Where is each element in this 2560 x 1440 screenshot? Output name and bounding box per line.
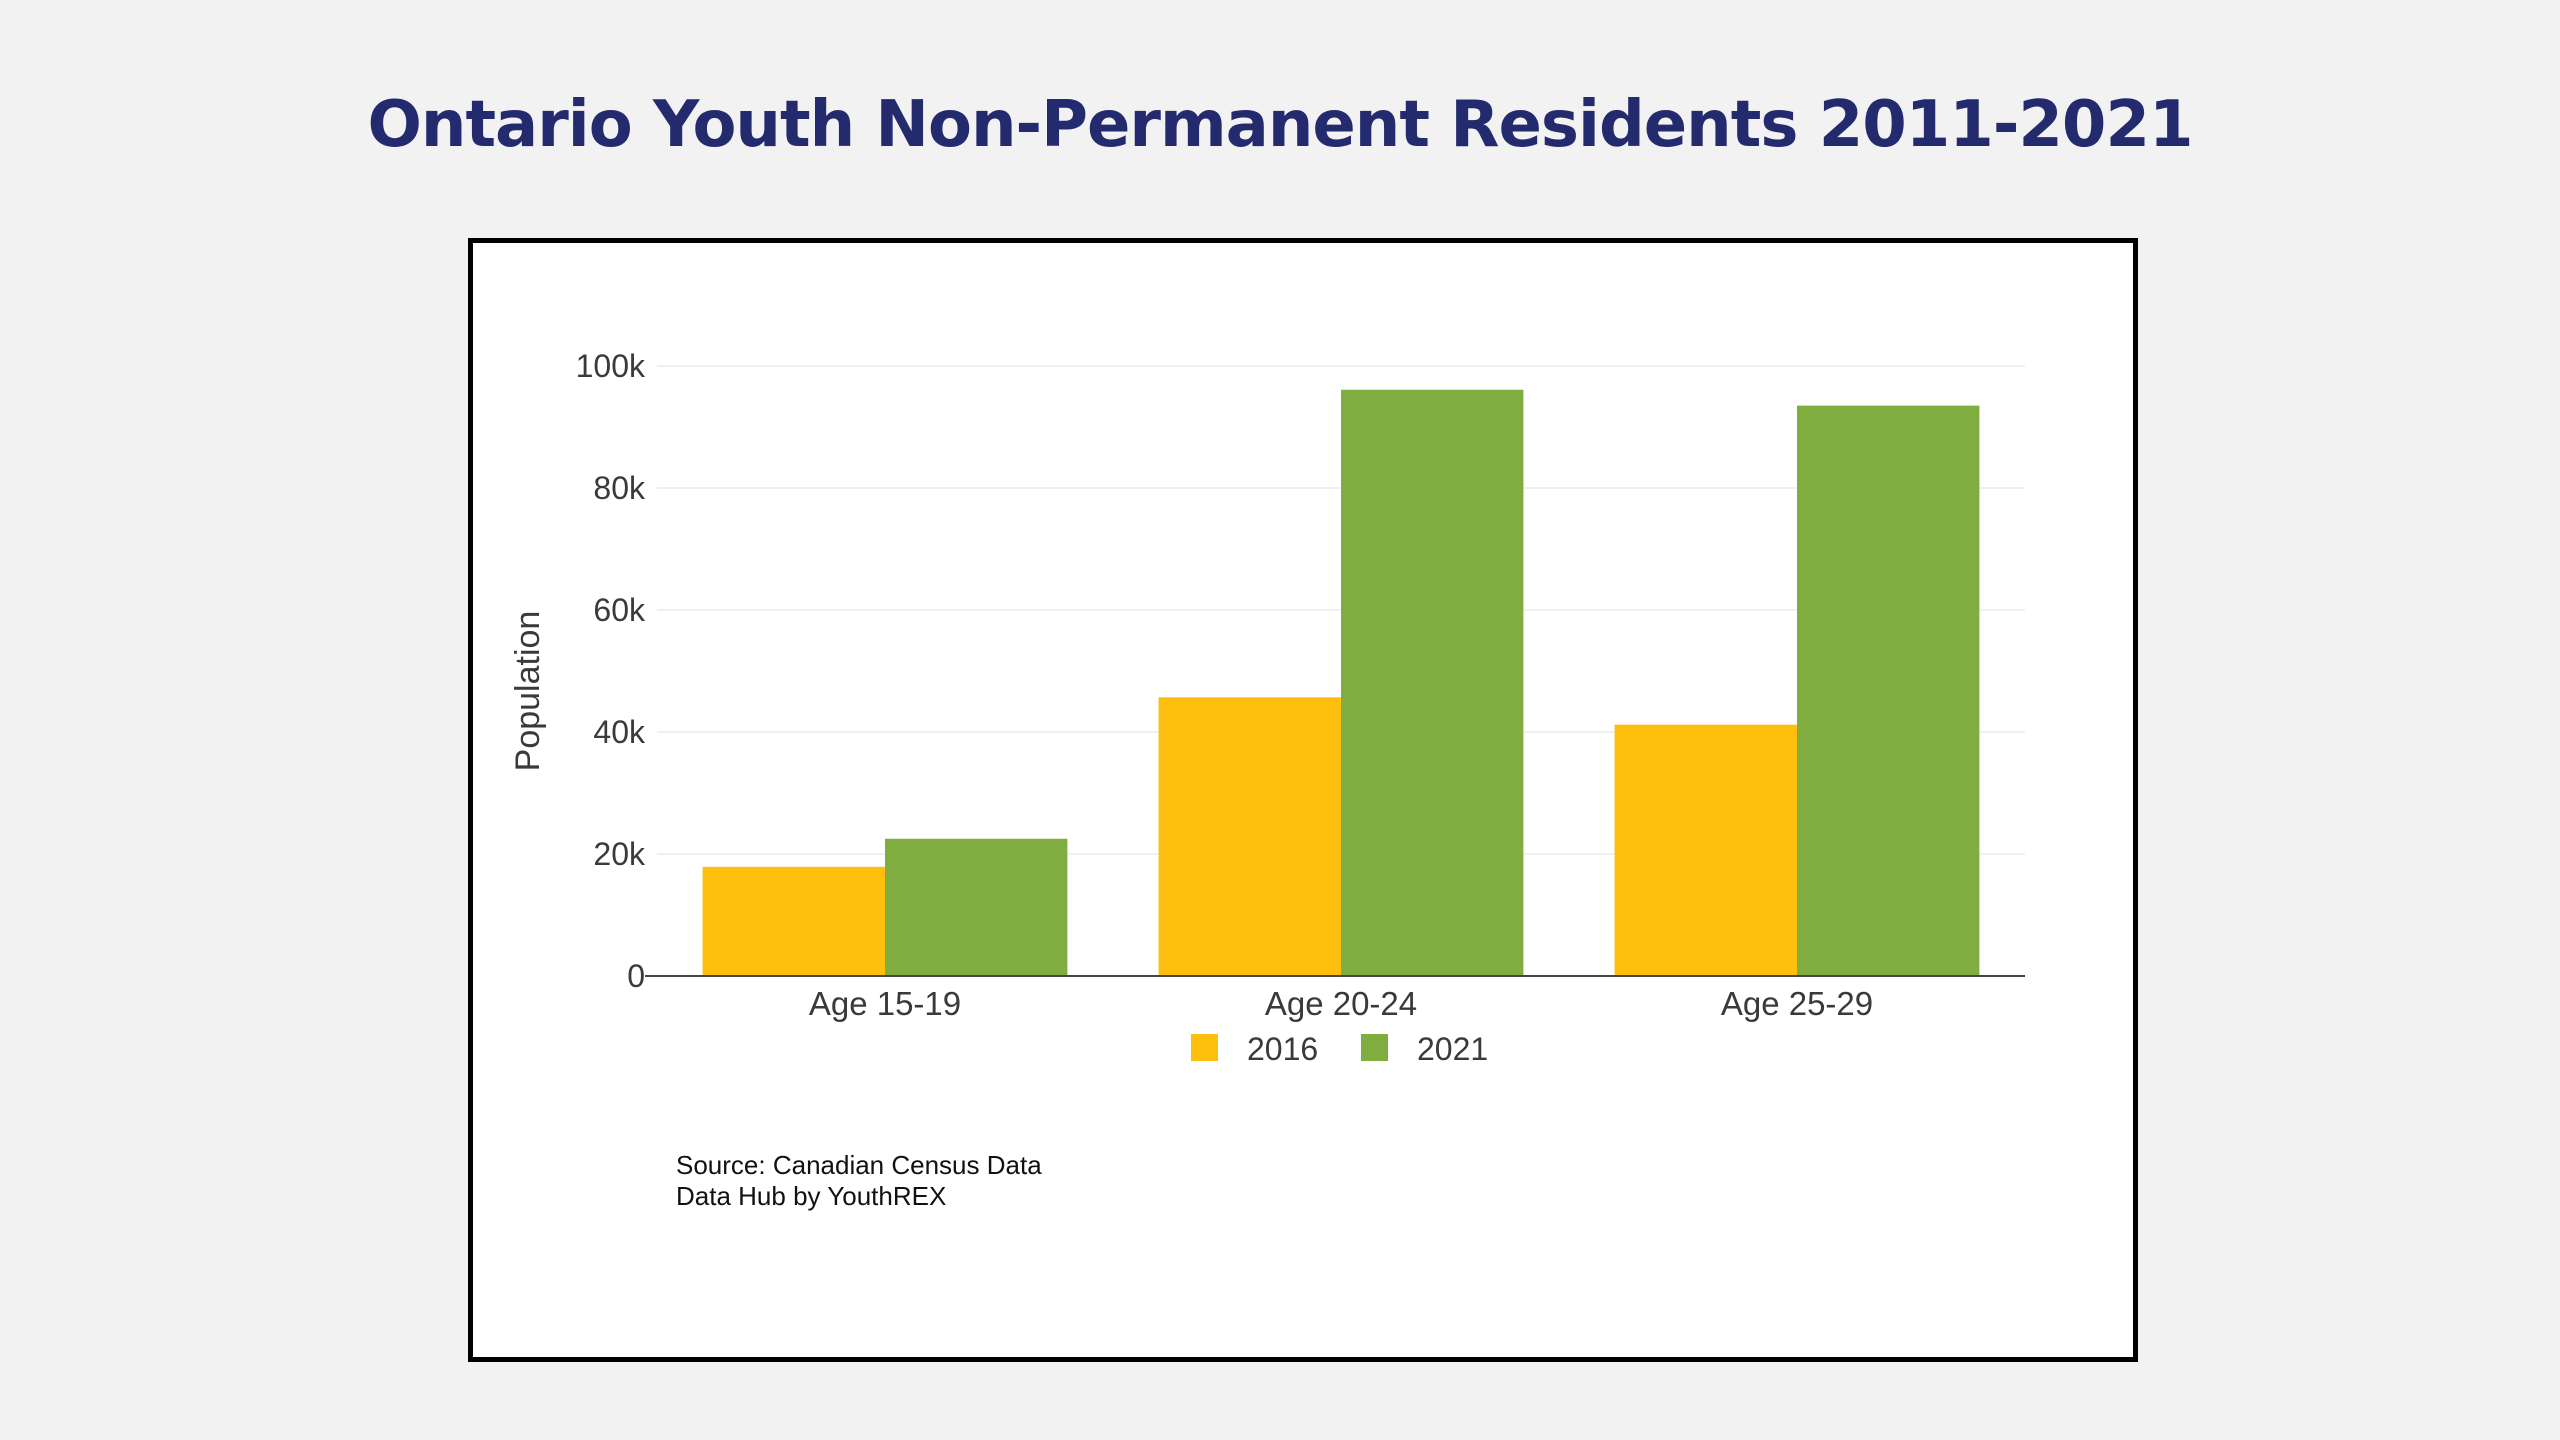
y-tick-label: 60k — [593, 592, 646, 628]
bars — [702, 389, 1980, 976]
y-tick-label: 0 — [627, 958, 645, 994]
bar-age-20-24-2021 — [1341, 389, 1524, 976]
source-note: Source: Canadian Census Data Data Hub by… — [676, 1150, 1042, 1212]
chart-frame: 0 20k 40k 60k 80k 100k Population Age 15-19 Age … — [468, 238, 2138, 1362]
y-tick-label: 80k — [593, 470, 646, 506]
bar-chart: 0 20k 40k 60k 80k 100k Population Age 15-19 Age … — [509, 348, 2025, 1067]
bar-age-15-19-2016 — [702, 866, 885, 976]
source-line-2: Data Hub by YouthREX — [676, 1181, 947, 1211]
legend-label-2021: 2021 — [1417, 1031, 1488, 1067]
axes: 0 20k 40k 60k 80k 100k Population Age 15-19 Age … — [509, 348, 2025, 1022]
y-tick-label: 20k — [593, 836, 646, 872]
x-tick-label: Age 25-29 — [1721, 985, 1873, 1022]
bar-age-25-29-2021 — [1797, 405, 1980, 976]
source-line-1: Source: Canadian Census Data — [676, 1150, 1042, 1180]
x-tick-label: Age 20-24 — [1265, 985, 1417, 1022]
y-tick-label: 40k — [593, 714, 646, 750]
legend-swatch-2016 — [1191, 1034, 1218, 1061]
y-tick-label: 100k — [576, 348, 646, 384]
page-title: Ontario Youth Non-Permanent Residents 20… — [367, 88, 2193, 162]
legend-label-2016: 2016 — [1247, 1031, 1318, 1067]
bar-age-15-19-2021 — [885, 838, 1068, 976]
bar-age-20-24-2016 — [1158, 697, 1341, 976]
x-tick-label: Age 15-19 — [809, 985, 961, 1022]
y-axis-label: Population — [509, 611, 547, 772]
bar-age-25-29-2016 — [1614, 724, 1797, 976]
legend-swatch-2021 — [1361, 1034, 1388, 1061]
legend: 2016 2021 — [1191, 1031, 1488, 1067]
